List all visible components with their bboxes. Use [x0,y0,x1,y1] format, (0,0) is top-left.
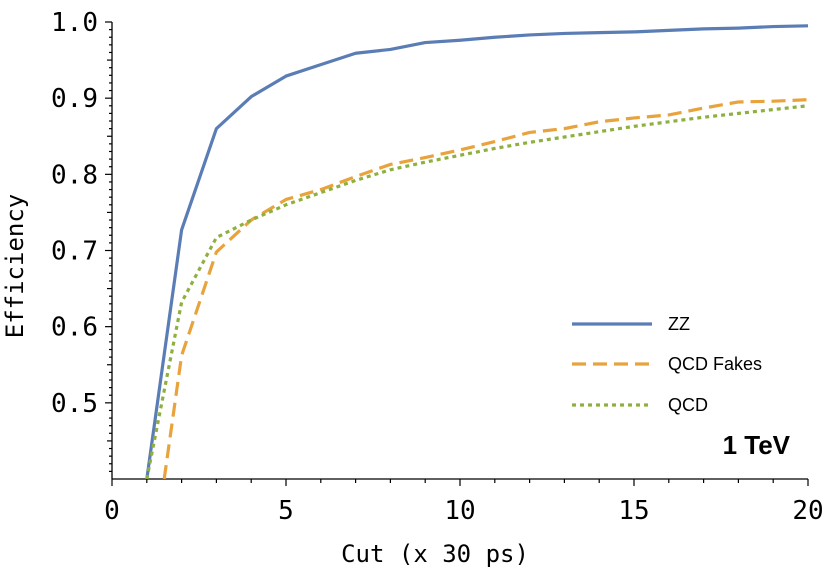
x-tick-label: 10 [444,496,475,526]
series-layer [145,24,809,479]
axes: 0 5 10 15 20 0.5 0.6 0.7 0.8 0.9 1.0 [51,8,824,526]
legend-label-qcd: QCD [668,395,708,415]
y-tick-label: 1.0 [51,8,98,38]
series-line-zz [145,24,809,479]
legend: ZZ QCD Fakes QCD [572,314,762,415]
y-tick-label: 0.6 [51,313,98,343]
x-tick-label: 5 [278,496,294,526]
x-tick-label: 0 [104,496,120,526]
series-line-qcd-fakes [162,98,809,479]
series-line-qcd [145,104,809,479]
legend-label-qcd-fakes: QCD Fakes [668,354,762,374]
x-tick-label: 15 [618,496,649,526]
energy-annotation: 1 TeV [723,430,791,460]
x-tick-label: 20 [792,496,823,526]
legend-label-zz: ZZ [668,314,690,334]
y-axis-title: Efficiency [1,194,29,339]
y-tick-label: 0.7 [51,237,98,267]
y-tick-label: 0.9 [51,84,98,114]
y-tick-label: 0.5 [51,389,98,419]
y-tick-label: 0.8 [51,160,98,190]
x-axis-title: Cut (x 30 ps) [341,540,529,568]
